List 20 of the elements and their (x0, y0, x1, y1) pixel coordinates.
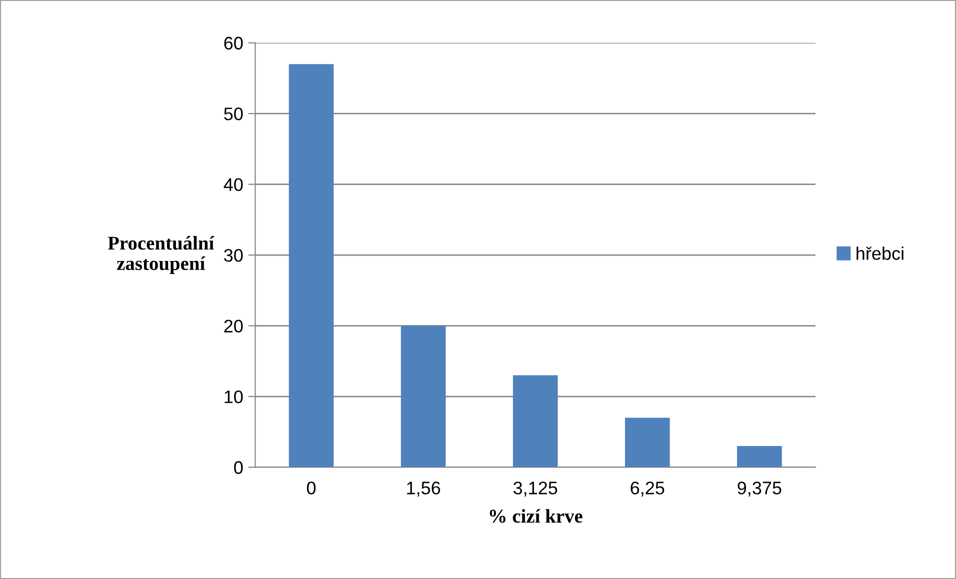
bar (624, 418, 670, 468)
bar (512, 375, 558, 468)
x-axis-title: % cizí krve (490, 509, 582, 523)
y-tick-label: 60 (224, 36, 243, 50)
bar (288, 64, 334, 468)
y-axis-title: Procentuální zastoupení (108, 236, 214, 274)
x-tick-label: 6,25 (630, 482, 664, 497)
x-tick-label: 0 (306, 482, 316, 494)
bar (737, 446, 782, 468)
x-tick-label: 9,375 (738, 482, 782, 497)
legend-label: hřebci (856, 246, 904, 260)
x-tick-label: 3,125 (513, 482, 558, 497)
y-tick-label: 40 (224, 178, 243, 192)
y-tick-label: 20 (224, 320, 243, 333)
x-tick-label: 1,56 (407, 482, 440, 497)
y-tick-label: 30 (224, 248, 243, 262)
bar (400, 326, 446, 468)
y-tick-label: 0 (234, 461, 243, 474)
y-tick-label: 50 (224, 108, 243, 120)
y-tick-label: 10 (224, 390, 243, 404)
